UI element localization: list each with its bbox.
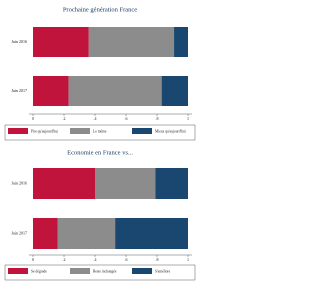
legend-swatch xyxy=(132,128,152,134)
y-tick-label: Juin 2017 xyxy=(11,88,27,93)
chart-title: Prochaine génération France xyxy=(63,6,137,13)
legend-label: Mieux qu'aujourd'hui xyxy=(155,129,186,133)
bar-segment xyxy=(88,27,175,57)
x-tick-label: .2 xyxy=(63,116,66,121)
bar-segment xyxy=(174,27,188,57)
bar-segment xyxy=(68,76,162,106)
x-tick-label: .6 xyxy=(125,257,128,262)
bar-segment xyxy=(33,76,69,106)
bar-segment xyxy=(161,76,188,106)
y-tick-label: Juin 2016 xyxy=(11,180,27,185)
legend-swatch xyxy=(8,128,28,134)
y-tick-label: Juin 2016 xyxy=(11,39,27,44)
legend-label: Reste inchangée xyxy=(93,269,117,273)
x-tick-label: .8 xyxy=(156,257,159,262)
bar-segment xyxy=(95,168,156,199)
legend-label: Se dégrade xyxy=(31,269,47,273)
legend-label: Pire qu'aujourd'hui xyxy=(31,129,58,133)
bar-segment xyxy=(155,168,188,199)
legend-label: Le même xyxy=(93,129,107,133)
chart: Prochaine génération France 0 .2 .4 .6 .8 1 Jui… xyxy=(4,6,196,281)
legend-swatch xyxy=(70,268,90,274)
x-tick-label: 1 xyxy=(187,116,189,121)
bar-segment xyxy=(33,27,89,57)
legend-label: S'améliore xyxy=(155,269,171,273)
bar-segment xyxy=(115,218,188,249)
x-tick-label: .2 xyxy=(63,257,66,262)
y-tick-label: Juin 2017 xyxy=(11,230,27,235)
bar-segment xyxy=(57,218,116,249)
x-tick-label: .4 xyxy=(94,257,97,262)
x-tick-label: 1 xyxy=(187,257,189,262)
x-tick-label: 0 xyxy=(32,116,34,121)
bar-segment xyxy=(33,168,95,199)
x-tick-label: 0 xyxy=(32,257,34,262)
chart-title: Economie en France vs... xyxy=(67,149,133,156)
x-tick-label: .8 xyxy=(156,116,159,121)
legend-swatch xyxy=(132,268,152,274)
bar-segment xyxy=(33,218,58,249)
x-tick-label: .4 xyxy=(94,116,97,121)
legend-swatch xyxy=(8,268,28,274)
x-tick-label: .6 xyxy=(125,116,128,121)
legend-swatch xyxy=(70,128,90,134)
